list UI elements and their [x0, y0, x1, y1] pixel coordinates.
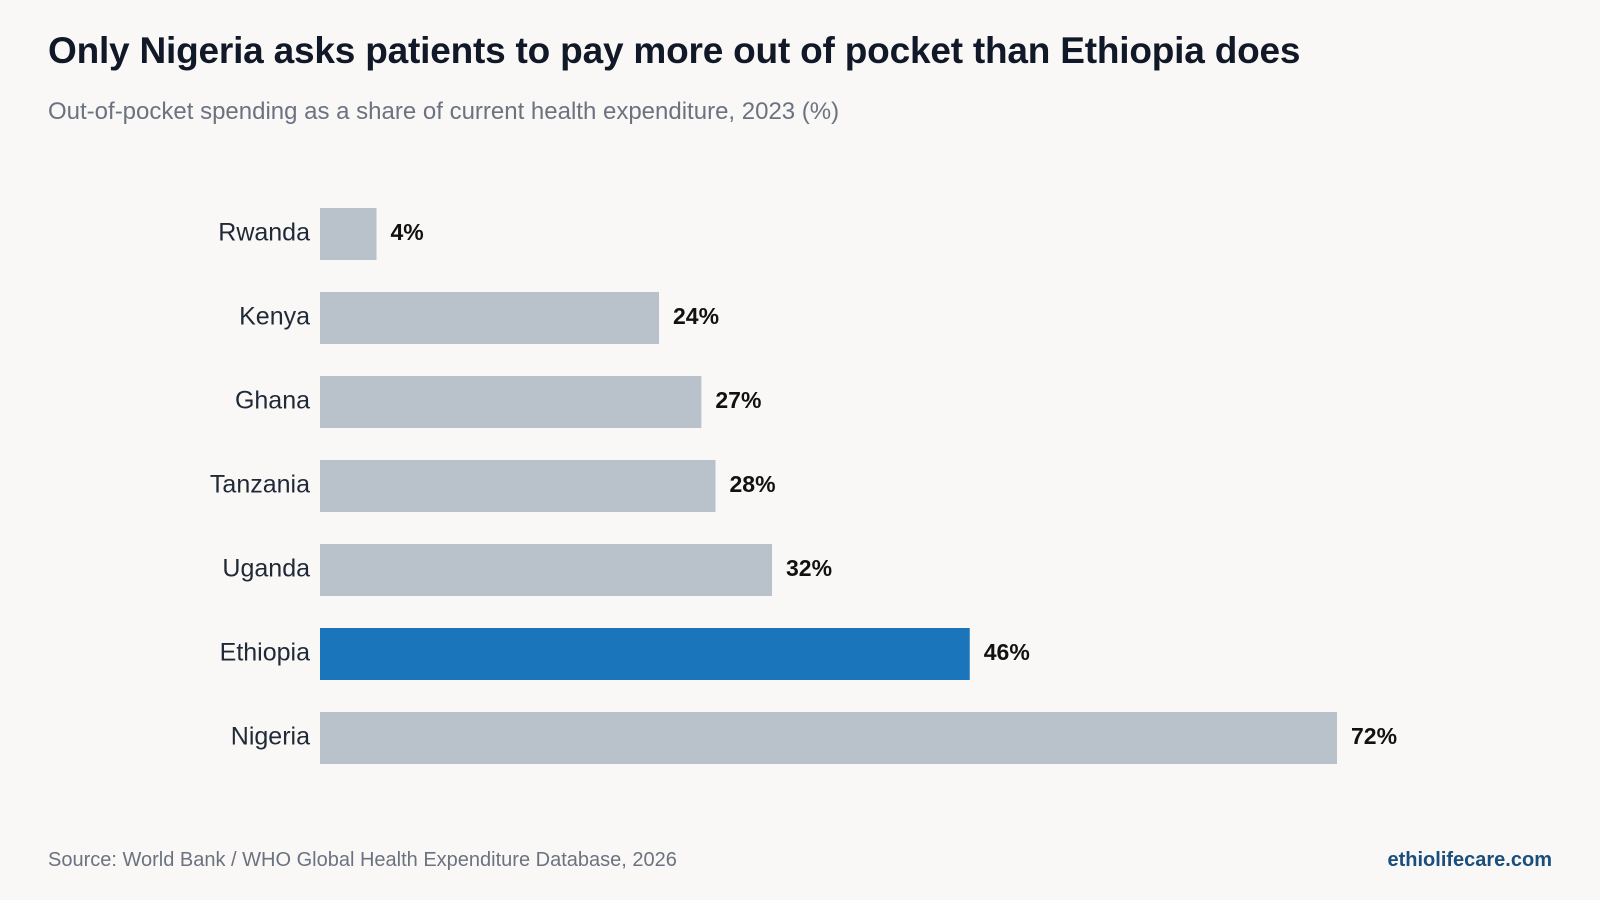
value-label-nigeria: 72% — [1351, 723, 1397, 749]
category-label-ethiopia: Ethiopia — [220, 639, 310, 667]
bar-ethiopia — [320, 628, 970, 680]
bar-rwanda — [320, 208, 377, 260]
category-label-uganda: Uganda — [222, 555, 310, 583]
category-label-tanzania: Tanzania — [210, 471, 310, 499]
category-label-rwanda: Rwanda — [218, 219, 310, 247]
value-label-uganda: 32% — [786, 555, 832, 581]
source-note: Source: World Bank / WHO Global Health E… — [48, 849, 677, 871]
value-label-rwanda: 4% — [391, 219, 424, 245]
bar-ghana — [320, 376, 702, 428]
brand-link[interactable]: ethiolifecare.com — [1387, 849, 1552, 871]
bar-chart: Rwanda 4% Kenya 24% Ghana 27% Tanzania 28% Ugand… — [210, 208, 1397, 764]
chart-title: Only Nigeria asks patients to pay more o… — [48, 30, 1301, 71]
value-label-kenya: 24% — [673, 303, 719, 329]
bar-kenya — [320, 292, 659, 344]
value-label-ghana: 27% — [715, 387, 761, 413]
value-label-ethiopia: 46% — [984, 639, 1030, 665]
category-label-ghana: Ghana — [235, 387, 310, 415]
bar-tanzania — [320, 460, 716, 512]
bar-uganda — [320, 544, 772, 596]
category-label-nigeria: Nigeria — [231, 723, 310, 751]
chart-subtitle: Out-of-pocket spending as a share of cur… — [48, 98, 840, 125]
category-label-kenya: Kenya — [239, 303, 310, 331]
value-label-tanzania: 28% — [730, 471, 776, 497]
bar-nigeria — [320, 712, 1337, 764]
